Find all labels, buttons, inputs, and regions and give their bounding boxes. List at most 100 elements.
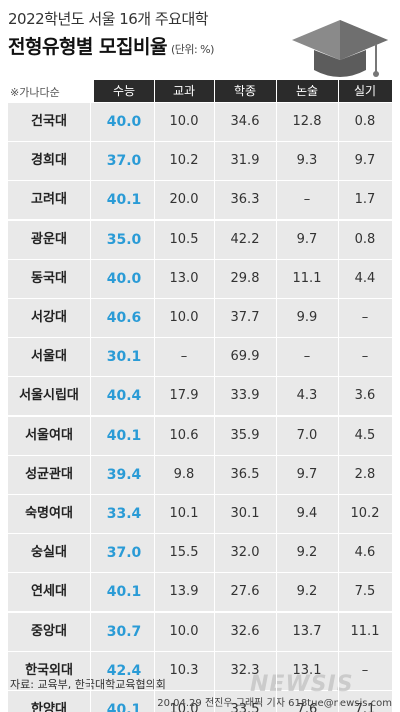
table-row: 연세대 40.1 13.9 27.6 9.2 7.5	[8, 573, 392, 612]
table-header: 수능 교과 학종 논술 실기	[94, 80, 392, 102]
cell-value: 1.7	[354, 192, 376, 208]
title-text: 전형유형별 모집비율	[8, 36, 167, 58]
column-header: 논술	[295, 84, 319, 98]
source-note: 자료: 교육부, 한국대학교육협의회	[10, 678, 166, 691]
cell-value: 10.0	[169, 310, 199, 325]
table-row: 한국외대 42.4 10.3 32.3 13.1 –	[8, 651, 392, 690]
table-row: 동국대 40.0 13.0 29.8 11.1 4.4	[8, 259, 392, 298]
cell-value: 9.2	[296, 584, 318, 600]
university-name: 고려대	[31, 192, 67, 208]
cell-value: 4.6	[354, 545, 376, 561]
cell-value: –	[361, 310, 369, 325]
cell-value: 9.2	[296, 545, 318, 561]
cell-value: 13.9	[169, 584, 199, 600]
cell-value: 36.5	[230, 466, 260, 482]
csat-value: 40.1	[106, 584, 142, 601]
cell-value: –	[361, 662, 369, 678]
cell-value: 37.7	[230, 310, 260, 325]
title-line2: 전형유형별 모집비율 (단위: %)	[8, 32, 214, 59]
cell-value: 0.8	[354, 231, 376, 247]
university-name: 서울시립대	[19, 388, 79, 404]
table-row: 성균관대 39.4 9.8 36.5 9.7 2.8	[8, 455, 392, 494]
table-row: 고려대 40.1 20.0 36.3 – 1.7	[8, 181, 392, 220]
university-name: 서울대	[31, 349, 67, 365]
cell-value: 7.1	[354, 702, 376, 712]
cell-value: 10.6	[169, 427, 199, 443]
cell-value: 3.6	[354, 388, 376, 404]
cell-value: 17.9	[169, 388, 199, 404]
csat-value: 40.4	[106, 388, 142, 405]
cell-value: 10.5	[169, 231, 199, 247]
table-row: 건국대 40.0 10.0 34.6 12.8 0.8	[8, 103, 392, 141]
csat-value: 40.1	[106, 427, 142, 444]
cell-value: 20.0	[169, 192, 199, 208]
table-row: 서울여대 40.1 10.6 35.9 7.0 4.5	[8, 416, 392, 455]
column-divider	[214, 80, 215, 712]
university-name: 연세대	[31, 584, 67, 600]
cell-value: 69.9	[230, 349, 260, 365]
column-header: 실기	[353, 84, 377, 98]
table-row: 서강대 40.6 10.0 37.7 9.9 –	[8, 299, 392, 337]
column-divider	[276, 80, 277, 712]
cell-value: 42.2	[230, 231, 260, 247]
cell-value: 9.7	[354, 153, 376, 169]
cell-value: 33.9	[230, 388, 260, 404]
csat-value: 40.1	[106, 702, 142, 712]
cell-value: 36.3	[230, 192, 260, 208]
table-row: 광운대 35.0 10.5 42.2 9.7 0.8	[8, 220, 392, 259]
cell-value: 10.2	[350, 506, 380, 521]
university-name: 한국외대	[25, 662, 73, 678]
cell-value: 11.1	[350, 623, 380, 639]
title-line1: 2022학년도 서울 16개 주요대학	[8, 10, 209, 28]
cell-value: 10.1	[169, 506, 199, 521]
csat-value: 35.0	[106, 231, 142, 248]
cell-value: 35.9	[230, 427, 260, 443]
university-name: 중앙대	[31, 623, 67, 639]
cell-value: 10.3	[169, 662, 199, 678]
university-name: 광운대	[31, 231, 67, 247]
university-name: 숭실대	[31, 545, 67, 561]
cell-value: 4.3	[296, 388, 318, 404]
cell-value: 10.0	[169, 702, 199, 712]
cell-value: 2.8	[354, 466, 376, 482]
cell-value: 32.6	[230, 623, 260, 639]
csat-value: 40.0	[106, 270, 142, 287]
cell-value: 34.6	[230, 114, 260, 129]
unit-label: (단위: %)	[170, 43, 214, 56]
table-row: 서울대 30.1 – 69.9 – –	[8, 338, 392, 377]
cell-value: –	[361, 349, 369, 365]
cell-value: –	[303, 192, 311, 208]
university-name: 성균관대	[25, 466, 73, 482]
cell-value: 9.7	[296, 231, 318, 247]
column-divider	[154, 80, 155, 712]
cell-value: 4.5	[354, 427, 376, 443]
university-name: 건국대	[31, 114, 67, 129]
cell-value: 32.0	[230, 545, 260, 561]
csat-value: 33.4	[106, 506, 142, 522]
cell-value: 7.0	[296, 427, 318, 443]
cell-value: 7.5	[354, 584, 376, 600]
cell-value: 4.4	[354, 270, 376, 286]
csat-value: 37.0	[106, 545, 142, 562]
cell-value: 13.0	[169, 270, 199, 286]
csat-value: 39.4	[106, 466, 142, 483]
cell-value: –	[303, 349, 311, 365]
cell-value: 31.9	[230, 153, 260, 169]
table-row: 숙명여대 33.4 10.1 30.1 9.4 10.2	[8, 495, 392, 533]
university-name: 숙명여대	[25, 506, 73, 521]
table-row: 중앙대 30.7 10.0 32.6 13.7 11.1	[8, 612, 392, 651]
csat-value: 37.0	[106, 153, 142, 170]
table-row: 숭실대 37.0 15.5 32.0 9.2 4.6	[8, 534, 392, 573]
cell-value: 7.6	[296, 702, 318, 712]
column-header: 교과	[172, 84, 196, 98]
sort-note: ※가나다순	[10, 86, 60, 99]
newsis-logo: NEWSIS	[250, 672, 354, 697]
table-row: 한양대 40.1 10.0 33.5 7.6 7.1	[8, 691, 392, 712]
cell-value: –	[180, 349, 188, 365]
column-header: 수능	[112, 84, 136, 98]
cell-value: 9.3	[296, 153, 318, 169]
column-divider	[90, 80, 91, 712]
column-header: 학종	[233, 84, 257, 98]
cell-value: 33.5	[230, 702, 260, 712]
table-row: 서울시립대 40.4 17.9 33.9 4.3 3.6	[8, 377, 392, 416]
